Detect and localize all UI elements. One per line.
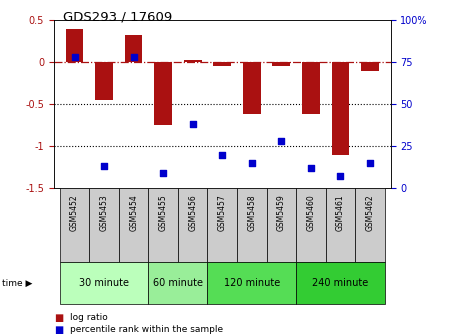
Bar [60,188,89,262]
Bar [296,262,385,304]
Bar [213,62,231,67]
Point [219,152,226,157]
Point [71,54,78,60]
Text: GSM5458: GSM5458 [247,194,256,231]
Text: 240 minute: 240 minute [313,278,369,288]
Text: GSM5455: GSM5455 [158,194,167,231]
Point [366,160,374,166]
Bar [355,188,385,262]
Text: GSM5459: GSM5459 [277,194,286,231]
Bar [302,62,320,114]
Text: percentile rank within the sample: percentile rank within the sample [70,326,223,334]
Point [337,174,344,179]
Bar [60,262,149,304]
Point [189,122,196,127]
Point [130,54,137,60]
Text: GSM5461: GSM5461 [336,194,345,231]
Bar [184,60,202,62]
Bar [207,262,296,304]
Bar [89,188,119,262]
Bar [267,188,296,262]
Bar [243,62,261,114]
Point [159,170,167,176]
Text: time ▶: time ▶ [2,279,33,288]
Text: GSM5453: GSM5453 [100,194,109,231]
Text: ■: ■ [54,312,63,323]
Bar [125,35,142,62]
Text: 30 minute: 30 minute [79,278,129,288]
Bar [149,262,207,304]
Bar [296,188,326,262]
Text: 60 minute: 60 minute [153,278,203,288]
Text: GDS293 / 17609: GDS293 / 17609 [63,10,172,23]
Bar [207,188,237,262]
Bar [154,62,172,125]
Bar [178,188,207,262]
Text: GSM5462: GSM5462 [365,194,374,231]
Bar [273,62,290,66]
Text: GSM5456: GSM5456 [188,194,197,231]
Point [307,165,314,171]
Bar [361,62,379,71]
Point [248,160,255,166]
Bar [95,62,113,100]
Text: GSM5452: GSM5452 [70,194,79,231]
Point [278,138,285,144]
Text: GSM5457: GSM5457 [218,194,227,231]
Bar [331,62,349,155]
Bar [149,188,178,262]
Text: log ratio: log ratio [70,313,107,322]
Bar [237,188,267,262]
Bar [66,29,84,62]
Point [101,164,108,169]
Text: ■: ■ [54,325,63,335]
Text: GSM5460: GSM5460 [306,194,315,231]
Bar [326,188,355,262]
Bar [119,188,149,262]
Text: 120 minute: 120 minute [224,278,280,288]
Text: GSM5454: GSM5454 [129,194,138,231]
